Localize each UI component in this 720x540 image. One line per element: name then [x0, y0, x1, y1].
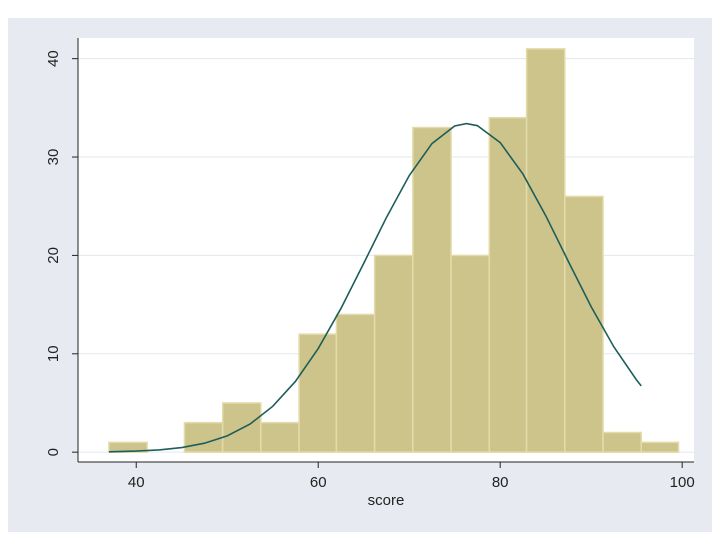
- bar: [640, 441, 680, 453]
- x-axis-label: score: [368, 492, 405, 509]
- y-tick-label: 0: [45, 448, 62, 456]
- bar: [373, 254, 414, 453]
- density-curve: [108, 122, 642, 453]
- x-tick-label: 40: [128, 474, 145, 491]
- bar: [108, 441, 148, 453]
- x-tick-label: 100: [670, 474, 695, 491]
- bar: [450, 254, 491, 453]
- bar: [412, 126, 452, 453]
- bar: [602, 431, 642, 453]
- bar: [183, 421, 224, 453]
- x-tick-label: 60: [310, 474, 327, 491]
- y-tick-label: 30: [45, 149, 62, 166]
- y-tick-label: 10: [45, 345, 62, 362]
- bar: [298, 333, 338, 453]
- x-tick-label: 80: [492, 474, 509, 491]
- y-tick-label: 20: [45, 247, 62, 264]
- bar: [525, 48, 566, 453]
- bar: [260, 421, 300, 453]
- bar: [488, 116, 528, 453]
- bar: [564, 195, 604, 453]
- y-tick-label: 40: [45, 50, 62, 67]
- bar: [335, 313, 376, 453]
